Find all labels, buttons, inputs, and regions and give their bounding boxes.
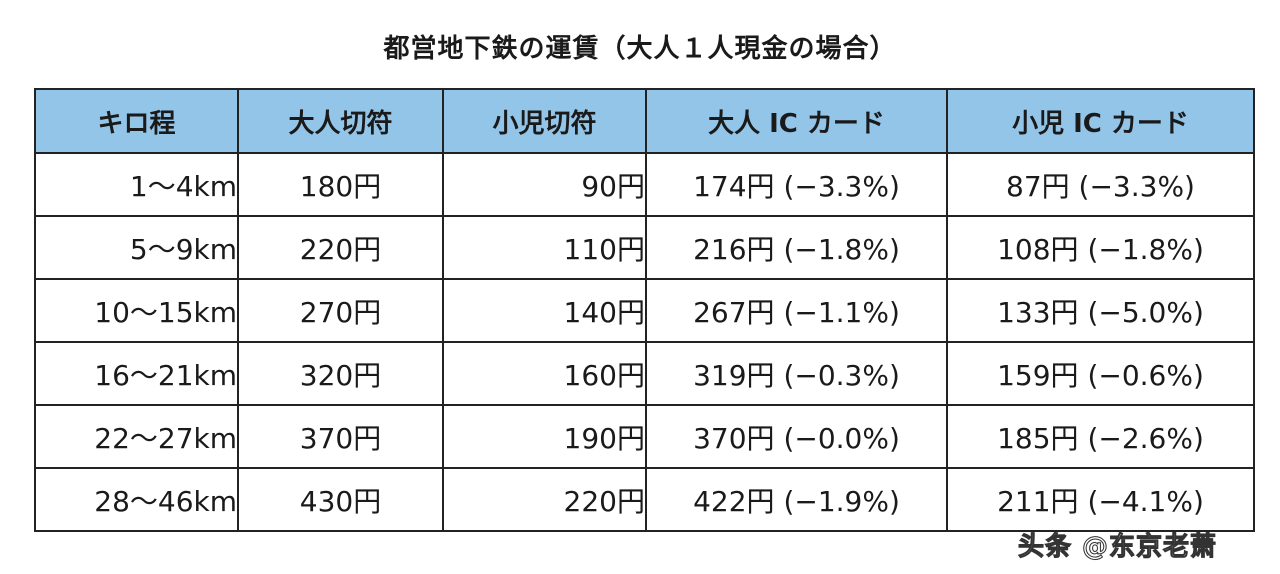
distance-cell: 16〜21km [34,341,239,406]
distance-cell: 22〜27km [34,404,239,469]
adult-ticket-cell: 430円 [237,467,444,532]
distance-cell: 5〜9km [34,215,239,280]
header-adult-ic: 大人 IC カード [645,88,948,154]
adult-ic-cell: 422円 (−1.9%) [645,467,948,532]
adult-ic-cell: 174円 (−3.3%) [645,152,948,217]
adult-ic-cell: 267円 (−1.1%) [645,278,948,343]
child-ic-cell: 185円 (−2.6%) [946,404,1255,469]
table-row: 28〜46km 430円 220円 422円 (−1.9%) 211円 (−4.… [34,467,1255,532]
header-child-ticket: 小児切符 [442,88,647,154]
adult-ic-cell: 370円 (−0.0%) [645,404,948,469]
adult-ticket-cell: 320円 [237,341,444,406]
adult-ic-cell: 216円 (−1.8%) [645,215,948,280]
distance-cell: 10〜15km [34,278,239,343]
adult-ticket-cell: 220円 [237,215,444,280]
watermark: 头条 @东京老萧 [1017,532,1218,563]
table-row: 5〜9km 220円 110円 216円 (−1.8%) 108円 (−1.8%… [34,215,1255,280]
fare-table: キロ程 大人切符 小児切符 大人 IC カード 小児 IC カード 1〜4km … [34,88,1255,532]
child-ticket-cell: 160円 [442,341,647,406]
child-ic-cell: 159円 (−0.6%) [946,341,1255,406]
adult-ticket-cell: 270円 [237,278,444,343]
child-ticket-cell: 190円 [442,404,647,469]
child-ic-cell: 108円 (−1.8%) [946,215,1255,280]
child-ticket-cell: 110円 [442,215,647,280]
child-ic-cell: 211円 (−4.1%) [946,467,1255,532]
table-row: 1〜4km 180円 90円 174円 (−3.3%) 87円 (−3.3%) [34,152,1255,217]
header-distance: キロ程 [34,88,239,154]
page-title: 都営地下鉄の運賃（大人１人現金の場合） [383,34,897,64]
distance-cell: 28〜46km [34,467,239,532]
adult-ticket-cell: 370円 [237,404,444,469]
child-ticket-cell: 90円 [442,152,647,217]
header-adult-ticket: 大人切符 [237,88,444,154]
child-ticket-cell: 220円 [442,467,647,532]
child-ic-cell: 133円 (−5.0%) [946,278,1255,343]
table-row: 16〜21km 320円 160円 319円 (−0.3%) 159円 (−0.… [34,341,1255,406]
adult-ic-cell: 319円 (−0.3%) [645,341,948,406]
child-ticket-cell: 140円 [442,278,647,343]
header-row: キロ程 大人切符 小児切符 大人 IC カード 小児 IC カード [34,88,1255,154]
adult-ticket-cell: 180円 [237,152,444,217]
distance-cell: 1〜4km [34,152,239,217]
header-child-ic: 小児 IC カード [946,88,1255,154]
child-ic-cell: 87円 (−3.3%) [946,152,1255,217]
table-row: 22〜27km 370円 190円 370円 (−0.0%) 185円 (−2.… [34,404,1255,469]
table-row: 10〜15km 270円 140円 267円 (−1.1%) 133円 (−5.… [34,278,1255,343]
